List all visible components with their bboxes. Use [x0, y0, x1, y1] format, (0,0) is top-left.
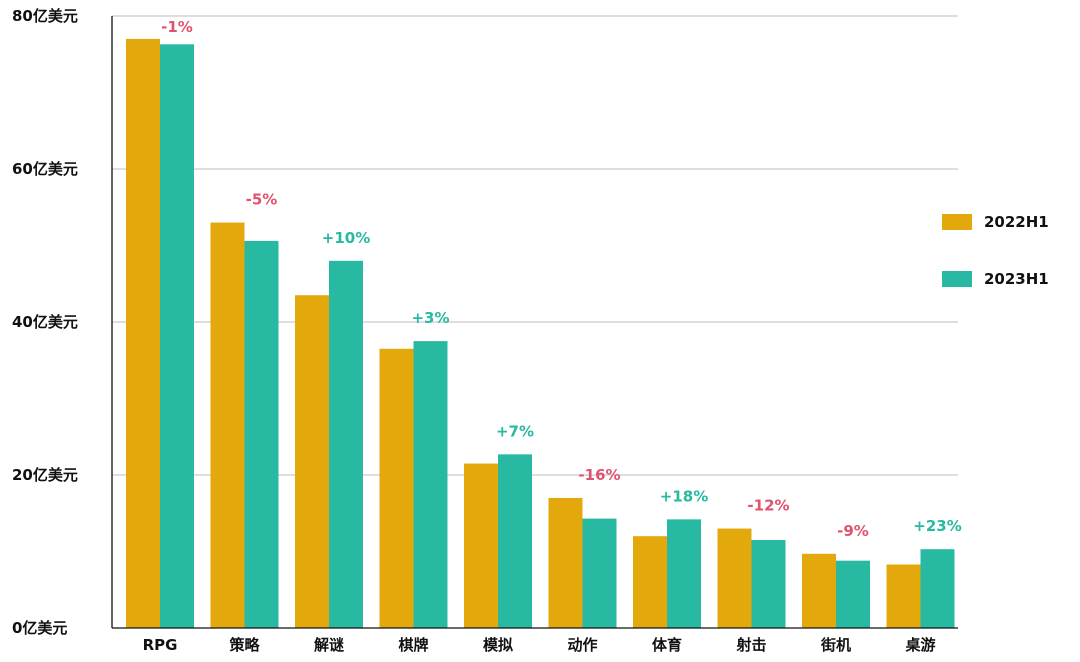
y-tick-label: 60亿美元 [12, 160, 78, 178]
legend-swatch-2022H1 [942, 214, 972, 230]
bar-2022H1-射击 [717, 528, 752, 628]
bar-2023H1-街机 [836, 560, 870, 628]
category-label: 动作 [567, 636, 597, 654]
bar-2022H1-解谜 [295, 295, 329, 628]
category-label: 桌游 [904, 636, 935, 654]
change-label: +18% [660, 487, 708, 505]
y-tick-label: 40亿美元 [12, 313, 78, 331]
change-label: +7% [496, 422, 534, 440]
category-label: 模拟 [483, 636, 513, 654]
bar-2022H1-RPG [126, 38, 160, 628]
category-label: 射击 [735, 636, 766, 654]
bar-2022H1-体育 [633, 536, 667, 628]
category-label: RPG [143, 636, 178, 654]
change-label: -9% [837, 522, 869, 540]
bar-2023H1-射击 [751, 540, 786, 628]
category-label: 解谜 [314, 636, 345, 654]
bar-2023H1-体育 [667, 519, 701, 628]
y-tick-label: 80亿美元 [12, 7, 78, 25]
bar-2022H1-策略 [210, 222, 245, 629]
bar-2023H1-模拟 [498, 454, 532, 628]
legend-label: 2022H1 [984, 213, 1049, 231]
bar-2022H1-模拟 [464, 463, 498, 628]
bar-2023H1-解谜 [329, 260, 363, 628]
legend-swatch-2023H1 [942, 271, 972, 287]
bar-2023H1-RPG [160, 44, 194, 629]
change-labels: -1% -5% +10% +3% +7% -16% +18% -12% -9% +23% [161, 18, 962, 540]
bar-2022H1-动作 [548, 497, 583, 628]
bar-2022H1-街机 [802, 553, 836, 628]
x-axis-labels: RPG 策略 解谜 棋牌 模拟 动作 体育 射击 街机 桌游 [143, 636, 936, 654]
y-axis-labels: 0亿美元 20亿美元 40亿美元 60亿美元 80亿美元 [12, 7, 78, 637]
change-label: +3% [411, 309, 449, 327]
bars [126, 38, 955, 629]
bar-2023H1-桌游 [920, 549, 955, 628]
legend-label: 2023H1 [984, 270, 1049, 288]
y-tick-label: 20亿美元 [12, 466, 78, 484]
legend: 2022H1 2023H1 [942, 213, 1049, 288]
bar-2023H1-棋牌 [413, 341, 448, 628]
category-label: 体育 [652, 636, 682, 654]
change-label: +23% [913, 517, 961, 535]
bar-2023H1-动作 [582, 518, 617, 628]
bar-2022H1-桌游 [886, 564, 921, 628]
bar-2023H1-策略 [244, 240, 279, 628]
change-label: -5% [246, 191, 278, 209]
category-label: 策略 [228, 636, 260, 654]
change-label: +10% [322, 229, 370, 247]
change-label: -16% [578, 466, 620, 484]
y-tick-label: 0亿美元 [12, 619, 67, 637]
bar-2022H1-棋牌 [379, 348, 414, 628]
axes [111, 16, 958, 629]
category-label: 街机 [820, 636, 851, 654]
category-label: 棋牌 [398, 636, 428, 654]
change-label: -1% [161, 18, 193, 36]
change-label: -12% [747, 497, 789, 515]
